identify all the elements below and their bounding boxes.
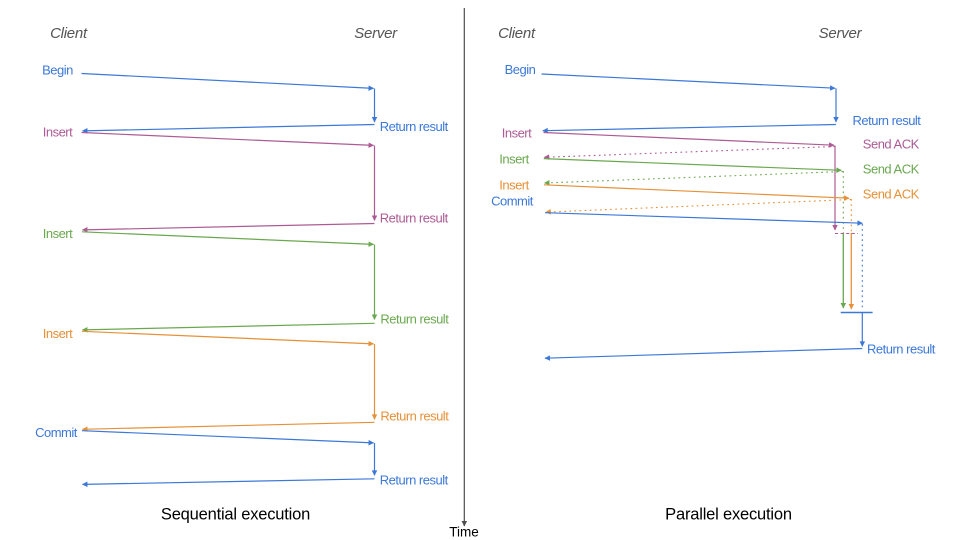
svg-text:Return result: Return result: [380, 472, 449, 487]
svg-text:Insert: Insert: [43, 326, 73, 341]
svg-text:Return result: Return result: [380, 119, 449, 134]
svg-text:Return result: Return result: [380, 211, 449, 226]
svg-text:Return result: Return result: [380, 312, 449, 327]
svg-text:Insert: Insert: [43, 226, 73, 241]
svg-text:Client: Client: [50, 25, 88, 42]
svg-text:Client: Client: [498, 25, 536, 42]
svg-text:Insert: Insert: [502, 126, 532, 141]
svg-text:Begin: Begin: [42, 63, 73, 78]
svg-text:Server: Server: [354, 25, 398, 42]
svg-text:Return result: Return result: [853, 113, 922, 128]
svg-text:Begin: Begin: [505, 62, 536, 77]
svg-text:Insert: Insert: [499, 178, 529, 193]
svg-text:Return result: Return result: [867, 342, 936, 357]
svg-text:Parallel execution: Parallel execution: [665, 506, 792, 524]
svg-text:Time: Time: [449, 525, 479, 540]
svg-text:Return result: Return result: [380, 408, 449, 423]
svg-text:Send ACK: Send ACK: [863, 162, 920, 177]
svg-text:Sequential execution: Sequential execution: [161, 506, 310, 524]
svg-text:Commit: Commit: [35, 425, 78, 440]
svg-text:Send ACK: Send ACK: [863, 137, 920, 152]
svg-text:Server: Server: [819, 25, 863, 42]
svg-text:Send ACK: Send ACK: [863, 187, 920, 202]
svg-text:Insert: Insert: [499, 152, 529, 167]
svg-text:Insert: Insert: [43, 125, 73, 140]
svg-text:Commit: Commit: [491, 194, 534, 209]
